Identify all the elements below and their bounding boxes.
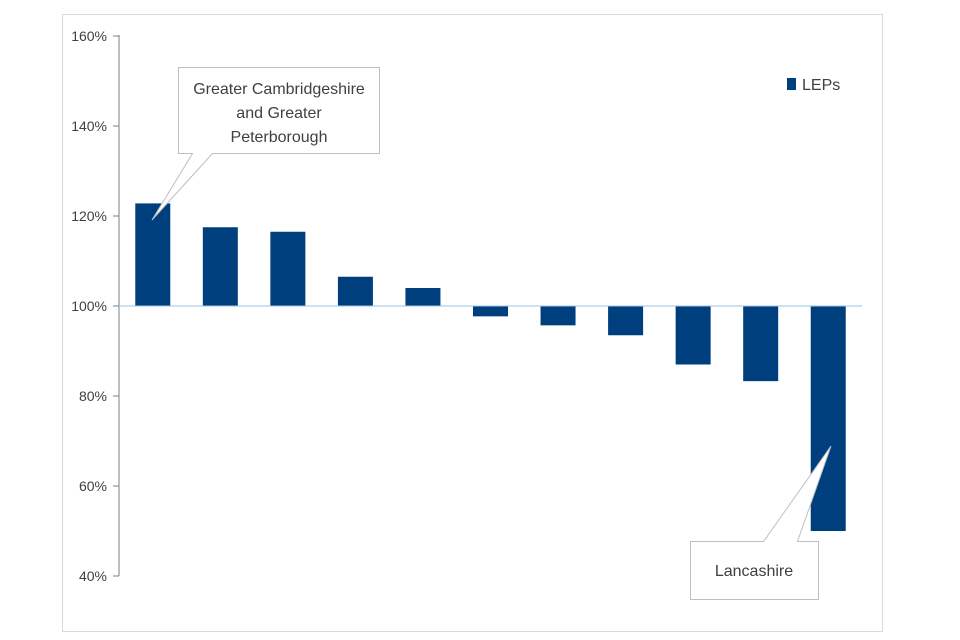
y-tick-label: 100% <box>71 298 107 314</box>
y-tick-label: 160% <box>71 28 107 44</box>
y-tick-label: 120% <box>71 208 107 224</box>
legend-label-leps: LEPs <box>802 77 840 94</box>
bar-10 <box>743 306 779 382</box>
legend-swatch <box>787 78 796 90</box>
bar-11 <box>810 306 846 531</box>
bar-8 <box>608 306 644 336</box>
callout-lancashire-box <box>690 445 832 600</box>
callout-lancashire-line-1: Lancashire <box>715 563 793 580</box>
y-tick-label: 40% <box>79 568 107 584</box>
callout-cambridgeshire-line-2: and Greater <box>236 105 322 122</box>
bar-4 <box>337 276 373 306</box>
bar-2 <box>202 227 238 306</box>
bar-1 <box>135 203 171 306</box>
bar-5 <box>405 288 441 306</box>
y-tick-label: 80% <box>79 388 107 404</box>
callout-cambridgeshire-line-3: Peterborough <box>231 129 328 146</box>
legend: LEPs <box>787 77 840 94</box>
y-tick-label: 140% <box>71 118 107 134</box>
bar-6 <box>473 306 508 317</box>
callout-cambridgeshire-line-1: Greater Cambridgeshire <box>193 81 365 98</box>
callout-cambridgeshire-box <box>151 67 380 221</box>
y-tick-label: 60% <box>79 478 107 494</box>
callout-lancashire: Lancashire <box>690 445 832 600</box>
bar-9 <box>675 306 711 365</box>
bar-3 <box>270 231 306 306</box>
bar-7 <box>540 306 576 326</box>
callout-cambridgeshire: Greater Cambridgeshire and Greater Peter… <box>151 67 380 221</box>
